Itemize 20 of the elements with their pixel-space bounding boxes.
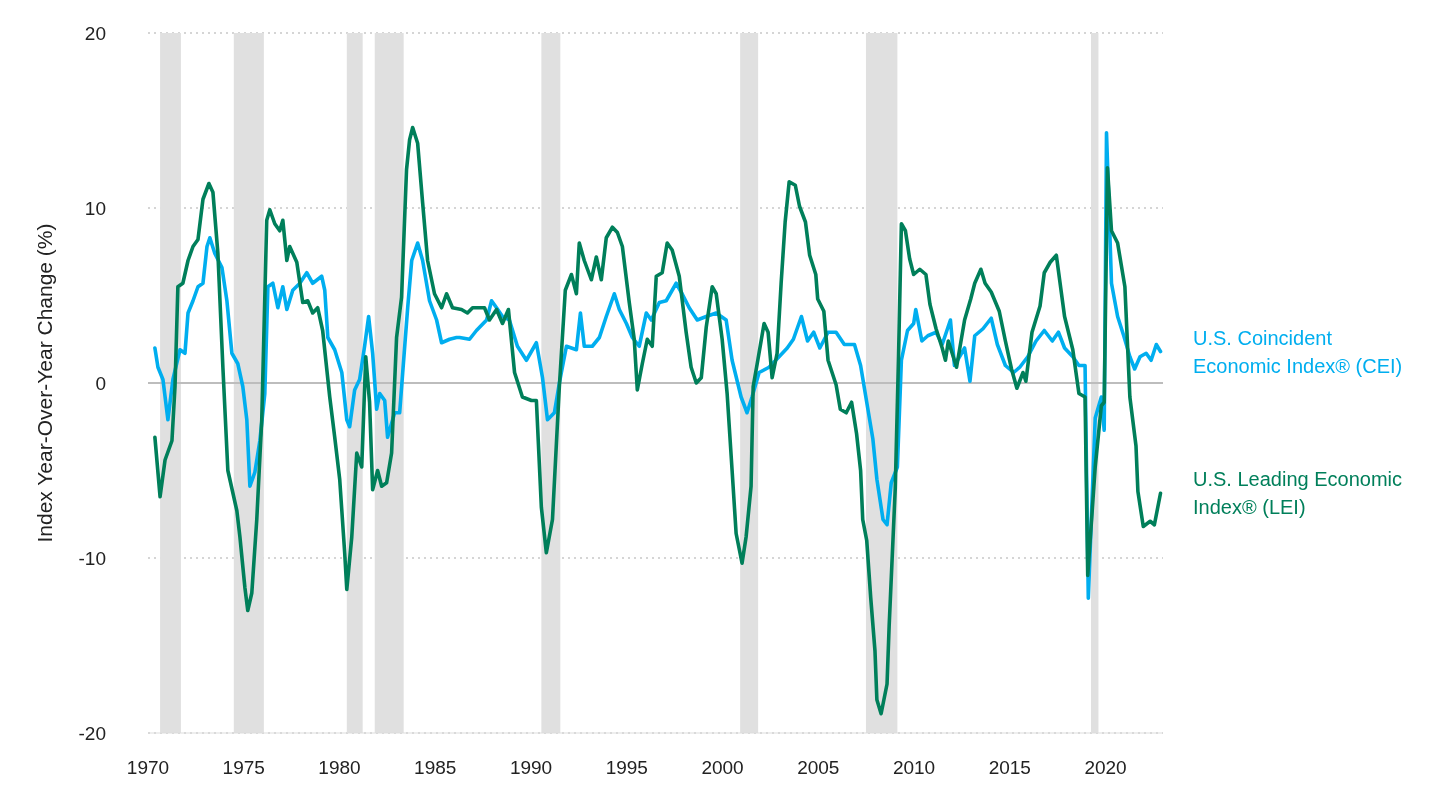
y-axis-title: Index Year-Over-Year Change (%) xyxy=(33,223,57,543)
x-tick-label: 1990 xyxy=(509,757,553,779)
x-tick-label: 1985 xyxy=(414,757,457,779)
y-tick-label: 10 xyxy=(84,197,106,219)
line-series xyxy=(153,125,1163,716)
y-tick-label: 0 xyxy=(95,372,106,394)
x-tick-label: 1975 xyxy=(222,757,265,779)
series-label: U.S. Coincident Economic Index® (CEI) xyxy=(1193,325,1404,379)
y-tick-label: -20 xyxy=(78,722,106,744)
x-tick-label: 2015 xyxy=(988,757,1031,779)
x-tick-label: 1970 xyxy=(126,757,170,779)
x-tick-label: 2005 xyxy=(797,757,840,779)
x-tick-label: 2020 xyxy=(1084,757,1127,779)
y-tick-label: 20 xyxy=(84,22,106,44)
x-tick-label: 2000 xyxy=(701,757,744,779)
y-tick-label: -10 xyxy=(78,547,106,569)
x-tick-label: 1980 xyxy=(318,757,361,779)
x-tick-label: 2010 xyxy=(892,757,936,779)
series-label: U.S. Leading Economic Index® (LEI) xyxy=(1193,467,1403,521)
x-tick-label: 1995 xyxy=(605,757,648,779)
